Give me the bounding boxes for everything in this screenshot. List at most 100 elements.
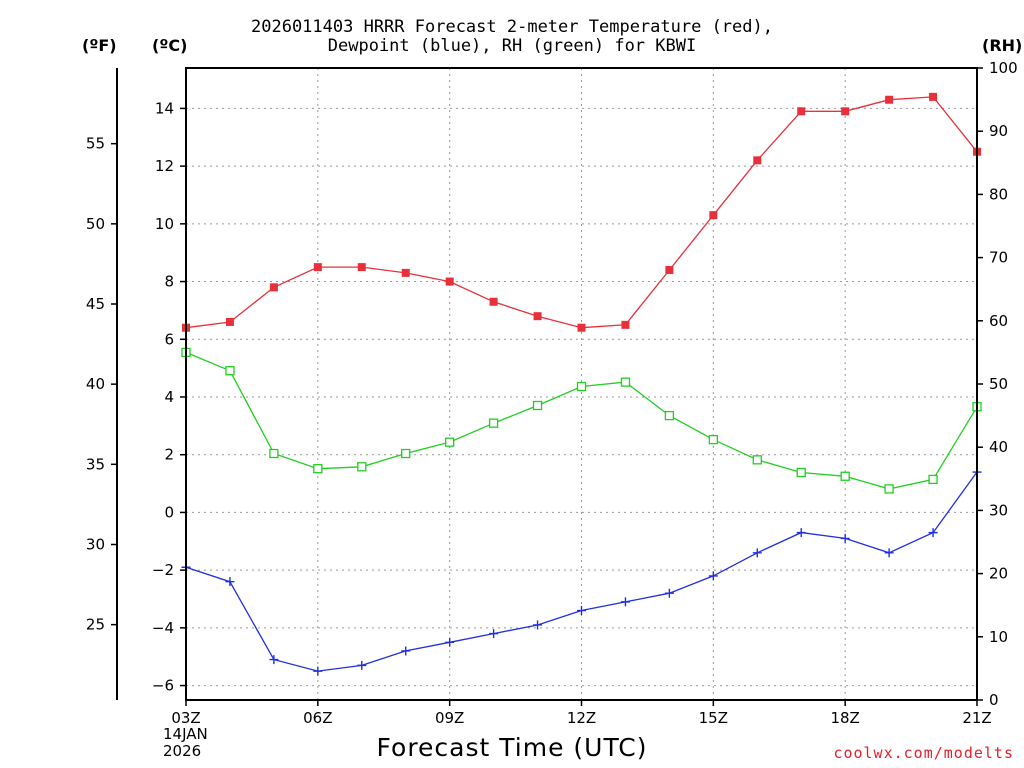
dewpoint-point <box>225 577 235 587</box>
temperature-point <box>313 263 322 272</box>
rh-tick-label: 30 <box>989 501 1008 519</box>
celsius-tick-label: 12 <box>155 157 174 175</box>
rh-tick-label: 60 <box>989 312 1008 330</box>
fahrenheit-tick-label: 30 <box>86 535 105 553</box>
temperature-point <box>489 297 498 306</box>
fahrenheit-tick-label: 45 <box>86 295 105 313</box>
rh-tick-label: 90 <box>989 122 1008 140</box>
celsius-tick-label: 14 <box>155 99 174 117</box>
celsius-tick-label: 8 <box>164 273 174 291</box>
rh-point <box>664 410 675 421</box>
rh-point <box>576 381 587 392</box>
rh-unit-label: (RH) <box>982 36 1023 55</box>
fahrenheit-tick-label: 50 <box>86 215 105 233</box>
dewpoint-point <box>620 597 630 607</box>
dewpoint-point <box>664 588 674 598</box>
x-tick-label: 21Z <box>962 709 991 727</box>
rh-point <box>708 434 718 445</box>
dewpoint-point <box>313 666 323 676</box>
rh-point <box>532 400 543 411</box>
dewpoint-point <box>269 655 279 665</box>
rh-point <box>840 471 850 481</box>
temperature-point <box>753 156 762 165</box>
dewpoint-point <box>928 528 938 538</box>
rh-tick-label: 80 <box>989 185 1008 203</box>
x-tick-label: 18Z <box>830 709 859 727</box>
initial-date: 14JAN 2026 <box>163 726 208 760</box>
temperature-point <box>929 92 938 101</box>
celsius-tick-label: −4 <box>152 619 174 637</box>
temperature-point <box>841 107 850 116</box>
dewpoint-point <box>884 548 894 558</box>
rh-point <box>401 448 411 459</box>
rh-point <box>313 464 323 474</box>
rh-line <box>185 351 978 490</box>
rh-tick-label: 10 <box>989 628 1008 646</box>
rh-point <box>796 467 806 478</box>
celsius-unit-label: (ºC) <box>152 36 188 55</box>
chart-title-line-1: 2026011403 HRRR Forecast 2-meter Tempera… <box>251 17 773 37</box>
series-layer <box>181 92 982 676</box>
temperature-point <box>577 323 586 332</box>
temperature-point <box>225 317 234 326</box>
rh-point <box>269 448 279 459</box>
initial-date-day: 14JAN <box>163 725 208 743</box>
x-tick-label: 06Z <box>303 709 332 727</box>
rh-point <box>445 437 455 447</box>
x-tick-label: 15Z <box>699 709 728 727</box>
dewpoint-point <box>708 571 718 581</box>
fahrenheit-tick-label: 25 <box>86 616 105 634</box>
rh-point <box>620 377 631 387</box>
temperature-point <box>401 268 410 277</box>
rh-tick-label: 70 <box>989 249 1008 267</box>
x-tick-label: 09Z <box>435 709 464 727</box>
celsius-tick-label: 2 <box>164 446 174 464</box>
temperature-point <box>621 320 630 329</box>
temperature-point <box>665 266 674 275</box>
rh-tick-label: 50 <box>989 375 1008 393</box>
dewpoint-point <box>840 533 850 543</box>
fahrenheit-tick-label: 35 <box>86 455 105 473</box>
rh-tick-label: 40 <box>989 438 1008 456</box>
dewpoint-point <box>357 660 367 670</box>
rh-point <box>752 455 762 465</box>
temperature-point <box>797 107 806 116</box>
fahrenheit-tick-label: 40 <box>86 375 105 393</box>
rh-point <box>357 462 367 472</box>
rh-point <box>488 418 499 428</box>
chart-title-line-2: Dewpoint (blue), RH (green) for KBWI <box>327 36 697 56</box>
celsius-tick-label: −2 <box>152 561 174 579</box>
celsius-tick-label: 6 <box>164 330 174 348</box>
rh-tick-label: 100 <box>989 59 1018 77</box>
temperature-point <box>709 211 718 220</box>
celsius-tick-label: 0 <box>164 503 174 521</box>
rh-tick-label: 20 <box>989 565 1008 583</box>
fahrenheit-unit-label: (ºF) <box>82 36 117 55</box>
rh-point <box>225 366 235 376</box>
dewpoint-point <box>401 646 411 656</box>
dewpoint-point <box>577 606 586 616</box>
celsius-tick-label: 4 <box>164 388 174 406</box>
temperature-point <box>269 283 278 292</box>
x-tick-label: 03Z <box>171 709 200 727</box>
dewpoint-point <box>533 620 543 630</box>
initial-date-year: 2026 <box>163 742 202 760</box>
dewpoint-point <box>752 548 762 558</box>
temperature-point <box>533 312 542 321</box>
temperature-point <box>445 277 454 286</box>
dewpoint-point <box>489 629 499 639</box>
axes: −6 −4 −2 0 2 4 6 8 10 12 14 25 30 35 40 45 50 55 0 10 20 30 40… <box>86 59 1018 727</box>
rh-point <box>884 484 894 494</box>
rh-tick-label: 0 <box>989 691 999 709</box>
temperature-point <box>357 263 366 272</box>
celsius-tick-label: 10 <box>155 215 174 233</box>
temperature-point <box>885 95 894 104</box>
fahrenheit-tick-label: 55 <box>86 135 105 153</box>
source-credit: coolwx.com/modelts <box>833 744 1014 762</box>
x-axis-title: Forecast Time (UTC) <box>376 733 648 762</box>
x-tick-label: 12Z <box>567 709 596 727</box>
rh-point <box>928 474 938 485</box>
dewpoint-point <box>796 528 806 538</box>
celsius-tick-label: −6 <box>152 677 174 695</box>
